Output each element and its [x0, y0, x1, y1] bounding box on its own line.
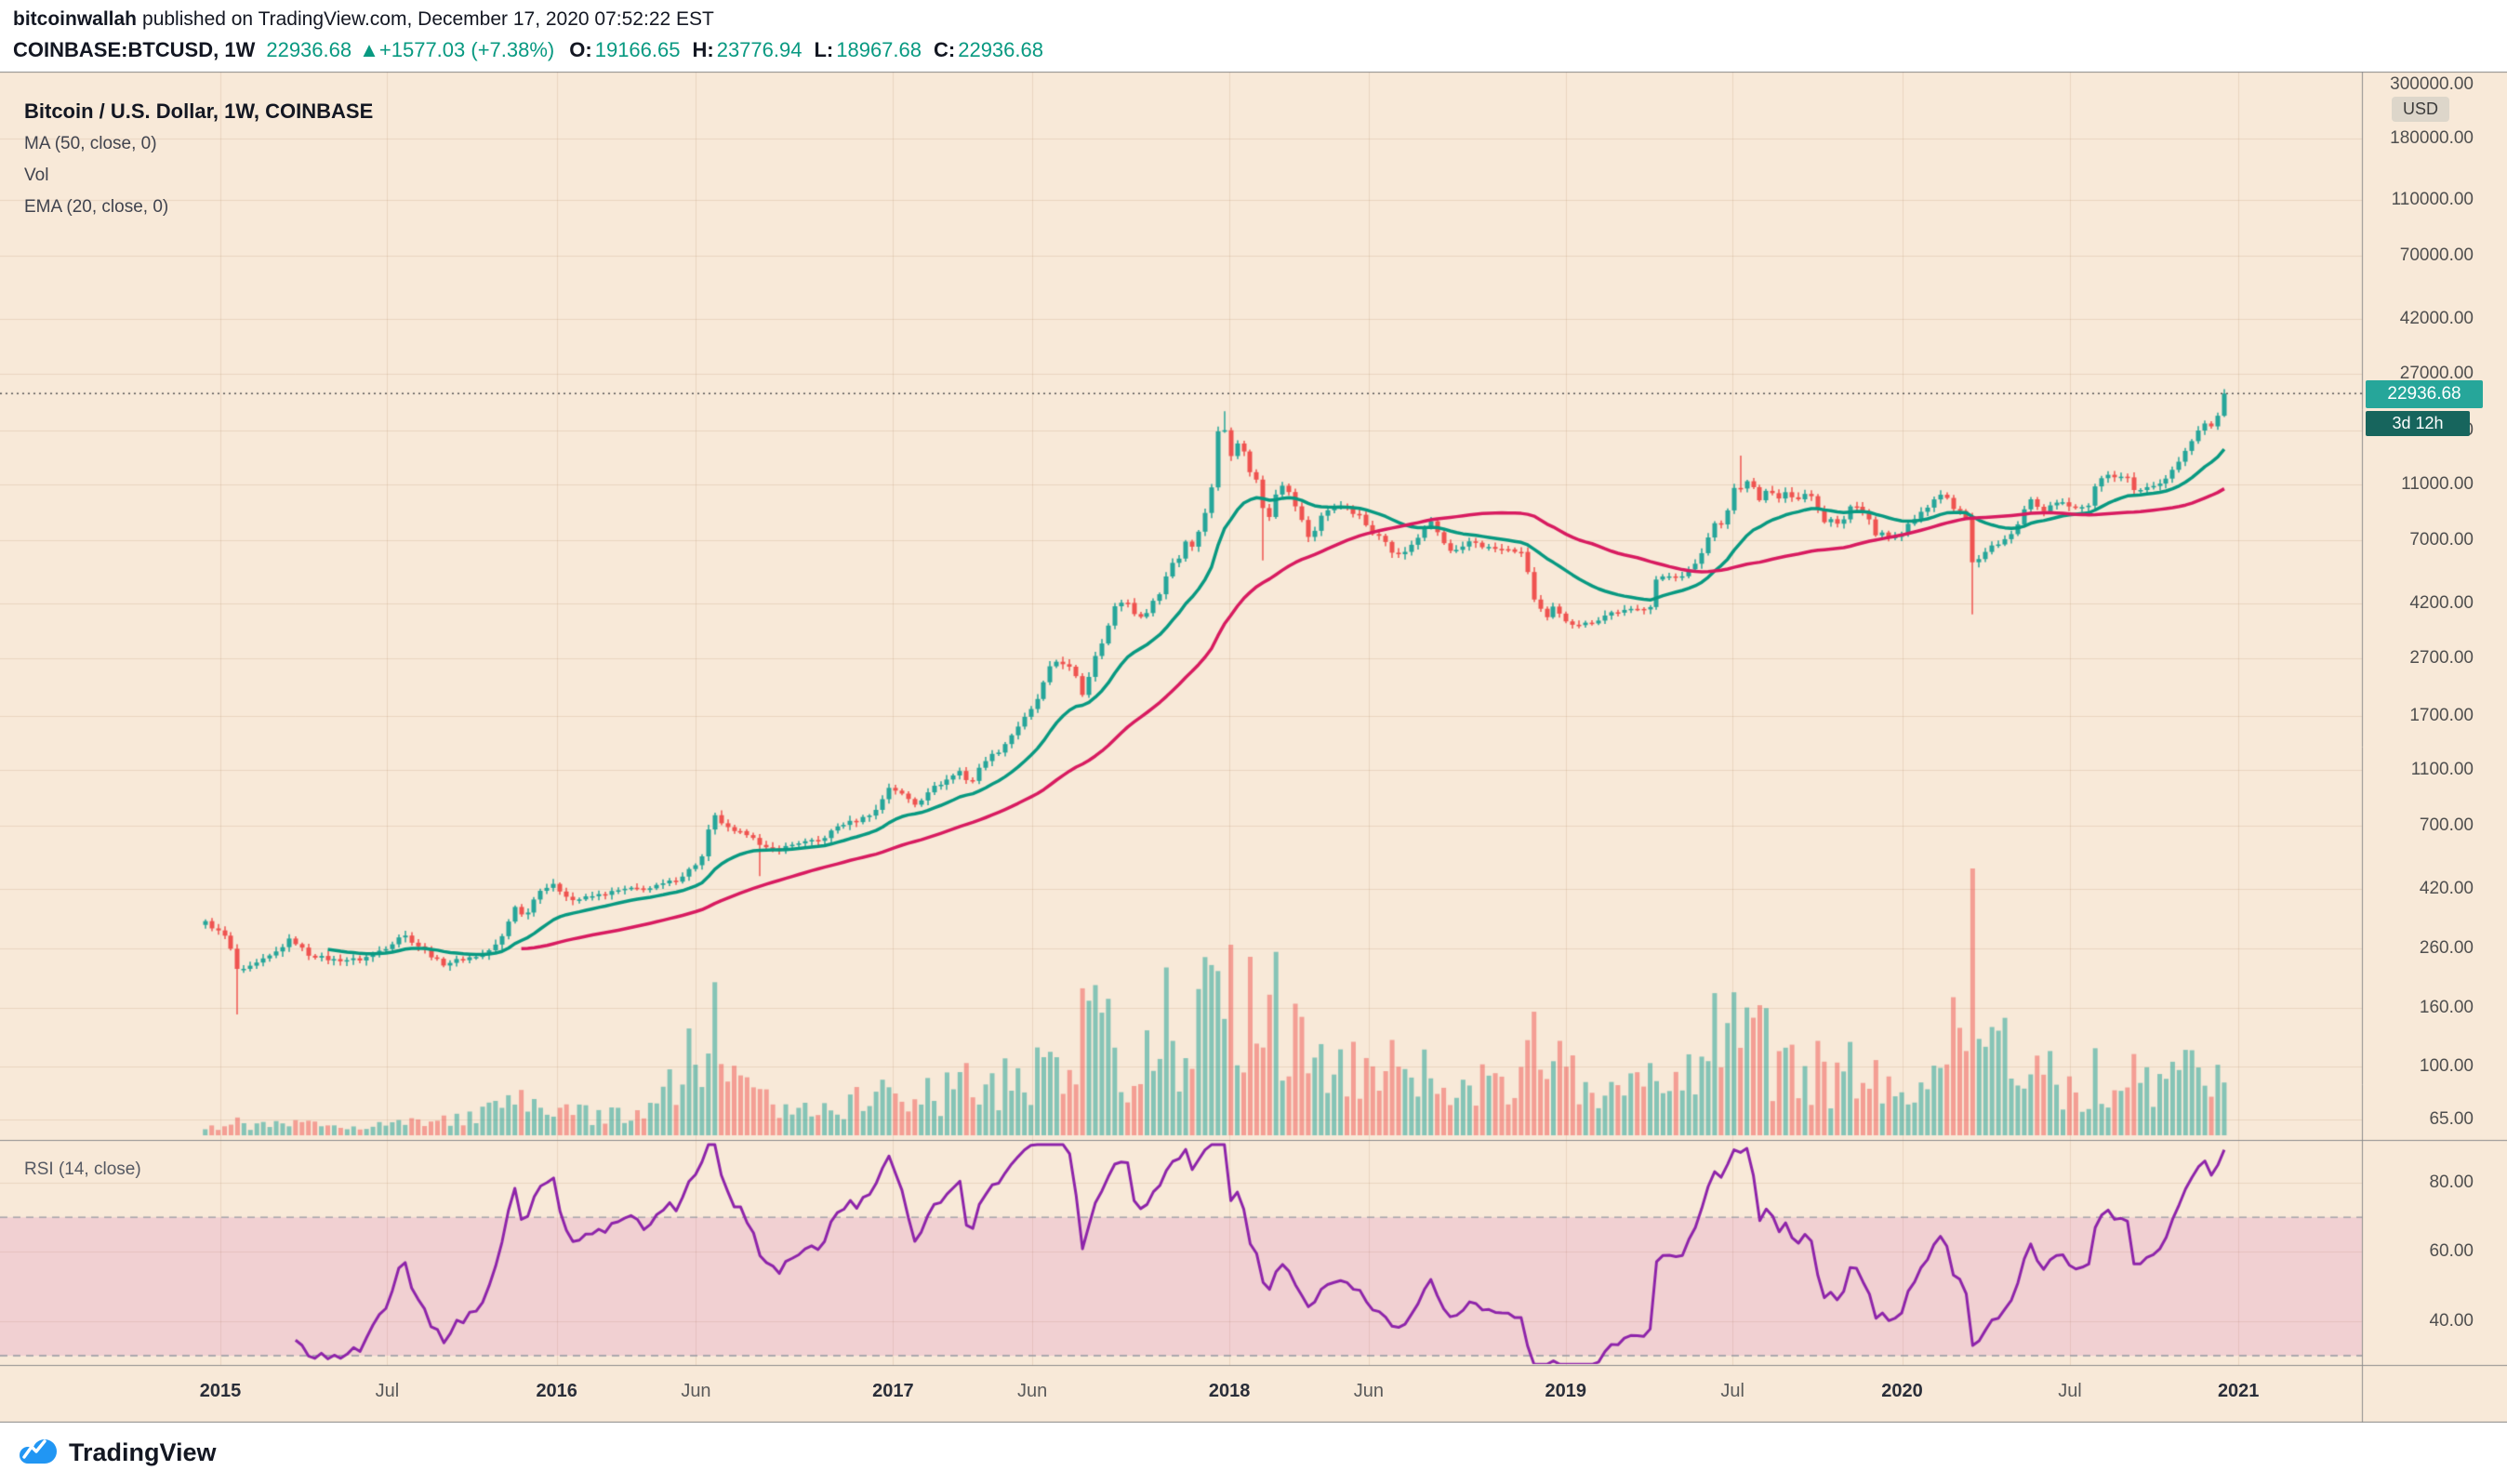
chart-legend: Bitcoin / U.S. Dollar, 1W, COINBASE MA (… [24, 99, 373, 229]
time-tick-label: 2017 [872, 1381, 914, 1401]
symbol-text: COINBASE:BTCUSD, 1W [13, 38, 256, 61]
price-tick-label: 7000.00 [2409, 530, 2474, 550]
price-tick-label: 700.00 [2419, 815, 2474, 835]
currency-toggle-badge[interactable]: USD [2392, 97, 2450, 122]
open-label: O: [569, 38, 592, 61]
price-tick-label: 4200.00 [2409, 593, 2474, 614]
open-value: 19166.65 [594, 38, 681, 61]
time-tick-label: Jul [1720, 1381, 1744, 1401]
high-label: H: [692, 38, 714, 61]
legend-vol-study: Vol [24, 166, 49, 185]
published-text: published on TradingView.com, December 1… [142, 8, 714, 30]
time-tick-label: 2015 [199, 1381, 242, 1401]
change-arrow-icon: ▲ [359, 38, 379, 61]
price-tick-label: 11000.00 [2401, 474, 2474, 495]
legend-ema-study: EMA (20, close, 0) [24, 197, 169, 217]
rsi-tick-label: 60.00 [2429, 1241, 2474, 1262]
time-tick-label: Jun [1017, 1381, 1048, 1401]
time-tick-label: 2018 [1208, 1381, 1251, 1401]
last-price: 22936.68 [266, 38, 352, 61]
legend-title: Bitcoin / U.S. Dollar, 1W, COINBASE [24, 99, 374, 123]
price-tick-label: 1100.00 [2410, 759, 2474, 779]
price-tick-label: 100.00 [2419, 1055, 2474, 1076]
rsi-tick-label: 80.00 [2429, 1173, 2474, 1192]
time-tick-label: Jun [681, 1381, 711, 1401]
bar-countdown-badge: 3d 12h [2366, 411, 2470, 437]
time-tick-label: Jul [2058, 1381, 2082, 1401]
price-tick-label: 1700.00 [2409, 705, 2474, 725]
close-value: 22936.68 [958, 38, 1043, 61]
publish-header: bitcoinwallah published on TradingView.co… [0, 0, 2507, 72]
low-value: 18967.68 [836, 38, 922, 61]
time-tick-label: Jun [1353, 1381, 1384, 1401]
price-tick-label: 420.00 [2419, 878, 2474, 898]
footer: TradingView [0, 1423, 2507, 1484]
price-tick-label: 27000.00 [2399, 363, 2474, 383]
tradingview-logo[interactable] [17, 1436, 60, 1472]
price-tick-label: 2700.00 [2409, 648, 2474, 669]
change-text: +1577.03 (+7.38%) [378, 38, 555, 61]
chart-container: Bitcoin / U.S. Dollar, 1W, COINBASE MA (… [0, 72, 2507, 1423]
tradingview-brand-text[interactable]: TradingView [69, 1438, 217, 1466]
time-tick-label: 2020 [1881, 1381, 1923, 1401]
close-label: C: [934, 38, 956, 61]
time-tick-label: 2021 [2217, 1381, 2260, 1401]
legend-ma-study: MA (50, close, 0) [24, 134, 157, 153]
rsi-tick-label: 40.00 [2429, 1310, 2474, 1331]
low-label: L: [814, 38, 834, 61]
price-tick-label: 65.00 [2429, 1109, 2474, 1130]
price-tick-label: 260.00 [2419, 937, 2474, 958]
price-tick-label: 110000.00 [2391, 189, 2474, 209]
chart-canvas[interactable] [0, 72, 2507, 1423]
price-tick-label: 180000.00 [2390, 127, 2474, 148]
time-tick-label: 2019 [1545, 1381, 1587, 1401]
price-tick-label: 160.00 [2419, 998, 2474, 1018]
symbol-info-bar: COINBASE:BTCUSD, 1W 22936.68 ▲+1577.03 (+7… [13, 38, 1055, 62]
time-tick-label: Jul [375, 1381, 400, 1401]
tradingview-logo-icon [20, 1439, 57, 1464]
price-tick-label: 70000.00 [2399, 245, 2474, 265]
author-name: bitcoinwallah [13, 8, 138, 30]
last-price-badge: 22936.68 [2366, 380, 2483, 409]
high-value: 23776.94 [716, 38, 803, 61]
time-tick-label: 2016 [536, 1381, 577, 1401]
price-tick-label: 42000.00 [2399, 308, 2474, 328]
publish-info: bitcoinwallah published on TradingView.co… [13, 8, 714, 31]
rsi-pane-label: RSI (14, close) [24, 1159, 141, 1179]
price-tick-label: 300000.00 [2390, 74, 2474, 94]
